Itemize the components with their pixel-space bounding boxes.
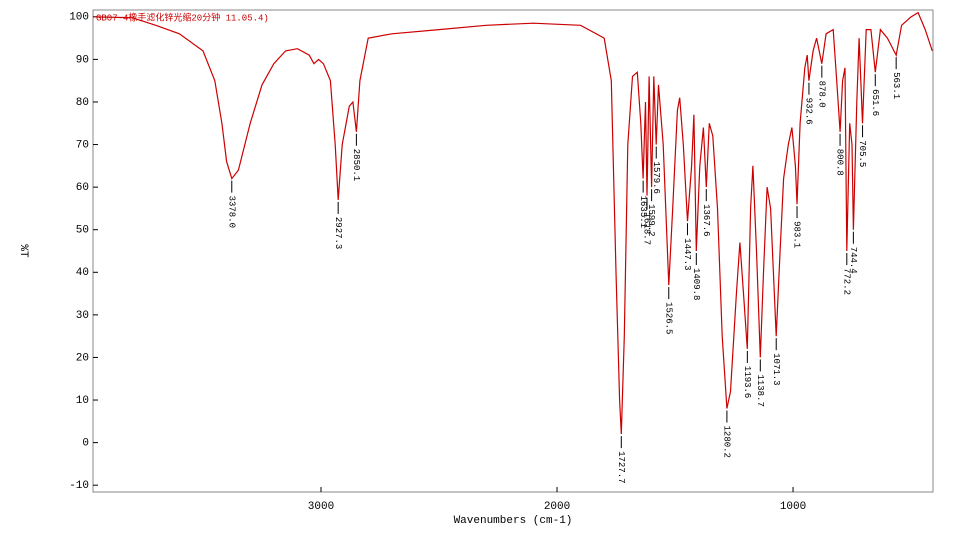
y-tick-label: 90: [76, 54, 89, 66]
peak-label: 1138.7: [755, 374, 765, 406]
x-tick-label: 3000: [308, 501, 334, 513]
peak-label: 1526.5: [663, 302, 673, 334]
peak-label: 705.5: [857, 140, 867, 167]
peak-label: 2927.3: [333, 217, 343, 249]
y-tick-label: 60: [76, 182, 89, 194]
peak-label: 1635.1: [638, 196, 648, 228]
x-tick-label: 1000: [780, 501, 806, 513]
spectrum-line: [94, 11, 933, 435]
peak-label: 3378.0: [226, 196, 236, 228]
y-tick-label: 10: [76, 395, 89, 407]
x-tick-label: 2000: [544, 501, 570, 513]
peak-label: 1618.7: [642, 213, 652, 245]
y-tick-label: 30: [76, 310, 89, 322]
peak-label: 932.6: [804, 98, 814, 125]
y-tick-label: 40: [76, 267, 89, 279]
peak-label: 744.4: [848, 247, 858, 274]
plot-frame: [92, 9, 934, 493]
peak-label: 1071.3: [771, 353, 781, 385]
peak-label: 1599.2: [646, 204, 656, 236]
peak-label: 1280.2: [722, 426, 732, 458]
y-tick-label: 20: [76, 352, 89, 364]
y-tick-label: 0: [82, 438, 89, 450]
peak-label: 772.2: [841, 268, 851, 295]
y-tick-label: 50: [76, 225, 89, 237]
peak-label: 1193.6: [742, 366, 752, 398]
peak-label: 800.8: [835, 149, 845, 176]
y-tick-label: 70: [76, 139, 89, 151]
peak-label: 1409.8: [691, 268, 701, 300]
peak-label: 1727.7: [616, 451, 626, 483]
y-axis-label: %T: [17, 244, 29, 258]
peak-label: 651.6: [870, 89, 880, 116]
peak-label: 1579.6: [651, 162, 661, 194]
peak-label: 1367.6: [701, 204, 711, 236]
peak-label: 983.1: [792, 221, 802, 248]
y-tick-label: 100: [69, 12, 89, 24]
peak-label: 2850.1: [351, 149, 361, 181]
peak-label: 1447.3: [682, 238, 692, 270]
x-axis-label: Wavenumbers (cm-1): [454, 515, 573, 527]
y-tick-label: -10: [69, 480, 89, 492]
peak-label: 563.1: [891, 72, 901, 99]
peak-label: 878.0: [816, 81, 826, 108]
y-tick-label: 80: [76, 97, 89, 109]
